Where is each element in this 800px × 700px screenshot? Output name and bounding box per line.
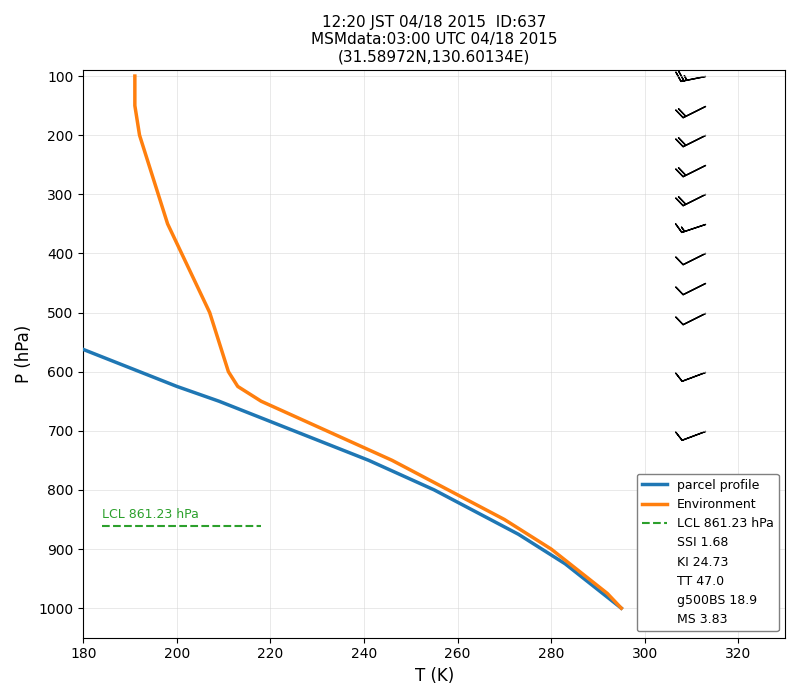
- Environment: [565, 559, 574, 568]
- parcel profile: [514, 530, 523, 538]
- Environment: [130, 102, 140, 110]
- Environment: [415, 471, 425, 480]
- LCL 861.23 hPa: [98, 522, 107, 531]
- parcel profile: [364, 456, 374, 465]
- parcel profile: [397, 471, 406, 480]
- Environment: [499, 515, 509, 524]
- Line: Environment: Environment: [135, 76, 622, 608]
- Environment: [584, 575, 594, 583]
- Environment: [546, 545, 556, 553]
- Environment: [443, 486, 453, 494]
- Environment: [354, 442, 364, 450]
- Line: parcel profile: parcel profile: [0, 76, 622, 608]
- Environment: [602, 589, 612, 598]
- Environment: [144, 160, 154, 169]
- parcel profile: [60, 338, 70, 346]
- Environment: [219, 353, 229, 361]
- parcel profile: [172, 382, 182, 391]
- parcel profile: [98, 353, 107, 361]
- parcel profile: [134, 368, 144, 376]
- parcel profile: [617, 604, 626, 612]
- Environment: [233, 382, 242, 391]
- Environment: [154, 190, 163, 199]
- Environment: [256, 397, 266, 405]
- LCL 861.23 hPa: [256, 522, 266, 531]
- parcel profile: [214, 397, 224, 405]
- Environment: [322, 426, 331, 435]
- parcel profile: [289, 426, 298, 435]
- Environment: [289, 412, 298, 420]
- Environment: [223, 368, 233, 376]
- Environment: [130, 102, 140, 110]
- parcel profile: [579, 575, 589, 583]
- Environment: [523, 530, 533, 538]
- Environment: [177, 249, 186, 258]
- Environment: [219, 353, 229, 361]
- parcel profile: [537, 545, 546, 553]
- parcel profile: [430, 486, 439, 494]
- Environment: [191, 279, 201, 287]
- Text: LCL 861.23 hPa: LCL 861.23 hPa: [102, 508, 199, 522]
- Environment: [205, 308, 214, 316]
- Title: 12:20 JST 04/18 2015  ID:637
MSMdata:03:00 UTC 04/18 2015
(31.58972N,130.60134E): 12:20 JST 04/18 2015 ID:637 MSMdata:03:0…: [311, 15, 558, 65]
- Environment: [130, 72, 140, 80]
- Environment: [162, 220, 172, 228]
- parcel profile: [598, 589, 607, 598]
- Environment: [387, 456, 397, 465]
- Y-axis label: P (hPa): P (hPa): [15, 325, 33, 383]
- Legend: parcel profile, Environment, LCL 861.23 hPa, SSI 1.68, KI 24.73, TT 47.0, g500BS: parcel profile, Environment, LCL 861.23 …: [637, 474, 778, 631]
- parcel profile: [252, 412, 262, 420]
- parcel profile: [326, 442, 336, 450]
- parcel profile: [22, 323, 32, 332]
- parcel profile: [560, 559, 570, 568]
- parcel profile: [486, 515, 495, 524]
- parcel profile: [458, 500, 467, 509]
- Environment: [471, 500, 481, 509]
- X-axis label: T (K): T (K): [414, 667, 454, 685]
- Environment: [134, 131, 144, 139]
- Environment: [617, 604, 626, 612]
